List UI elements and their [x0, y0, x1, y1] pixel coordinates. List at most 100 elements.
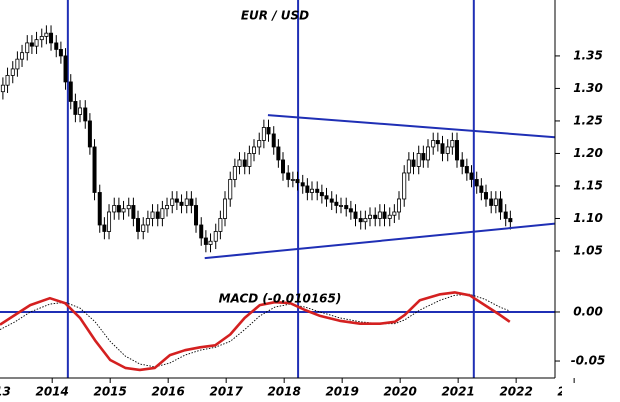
candle-body — [319, 192, 324, 197]
macd-y-tick-label: -0.05 — [571, 354, 606, 368]
candle-body — [402, 172, 407, 200]
x-tick-label: 2017 — [209, 385, 243, 399]
candle-body — [252, 146, 257, 154]
candle-body — [160, 208, 165, 219]
candle-body — [203, 237, 208, 245]
candle-body — [68, 81, 73, 102]
candle-body — [199, 224, 204, 239]
candle-body — [97, 192, 102, 226]
candle-body — [247, 153, 252, 167]
trend-line — [267, 114, 555, 139]
candle-body — [228, 179, 233, 200]
candle-body — [34, 39, 39, 47]
candle-body — [189, 198, 194, 206]
candle-body — [218, 218, 223, 232]
x-tick-label: 2015 — [93, 385, 126, 399]
candle-body — [266, 127, 271, 135]
macd-title: MACD (-0.010165) — [219, 292, 342, 306]
candle-body — [474, 179, 479, 187]
candle-body — [382, 211, 387, 219]
candle-body — [165, 205, 170, 210]
signal-line — [0, 293, 510, 368]
x-tick-label: 2018 — [267, 385, 300, 399]
candle-body — [49, 32, 54, 44]
candle-body — [223, 198, 228, 219]
candle-body — [136, 218, 141, 232]
candle-body — [78, 107, 83, 115]
candle-body — [329, 198, 334, 203]
candle-body — [242, 159, 247, 167]
candle-body — [213, 231, 218, 242]
candle-body — [257, 140, 262, 148]
candle-body — [454, 140, 459, 161]
x-axis-labels: 2013 2014 2015 2016 2017 2018 2019 2020 2021 2022… — [0, 385, 590, 399]
candle-body — [425, 146, 430, 161]
candle-body — [107, 211, 112, 232]
candle-body — [503, 211, 508, 219]
candle-body — [315, 188, 320, 193]
y-tick-label: 1.10 — [573, 211, 603, 225]
candle-body — [324, 195, 329, 200]
candle-body — [469, 172, 474, 180]
candle-body — [290, 179, 295, 181]
x-tick-label: 2013 — [0, 385, 11, 399]
candle-body — [281, 159, 286, 174]
candle-body — [232, 166, 237, 180]
candle-body — [493, 198, 498, 206]
candle-body — [460, 159, 465, 167]
y-tick-label: 1.15 — [573, 178, 603, 192]
candle-body — [116, 205, 121, 213]
candle-body — [58, 49, 63, 57]
y-tick-label: 1.05 — [573, 243, 603, 257]
candle-body — [261, 127, 266, 141]
candle-body — [145, 218, 150, 226]
candle-body — [416, 153, 421, 167]
candle-body — [102, 224, 107, 232]
candle-body — [112, 205, 117, 213]
x-tick-label: 2023 — [557, 385, 590, 399]
x-tick-label: 2020 — [383, 385, 416, 399]
x-tick-label: 2014 — [35, 385, 68, 399]
candle-body — [141, 224, 146, 232]
candle-body — [358, 218, 363, 223]
candle-body — [87, 120, 92, 148]
candle-body — [508, 218, 513, 223]
candle-body — [83, 107, 88, 122]
candle-body — [431, 140, 436, 148]
candle-body — [373, 214, 378, 219]
candle-body — [421, 153, 426, 161]
macd-y-tick-label: 0.00 — [573, 304, 603, 318]
candle-body — [334, 201, 339, 206]
chart-title: EUR / USD — [241, 9, 309, 23]
candle-body — [39, 36, 44, 41]
candle-body — [150, 211, 155, 219]
candle-body — [121, 208, 126, 213]
candle-body — [344, 205, 349, 210]
candle-body — [489, 198, 494, 206]
candle-body — [184, 198, 189, 206]
candle-body — [483, 192, 488, 200]
candle-body — [479, 185, 484, 193]
candle-body — [131, 205, 136, 219]
candle-body — [367, 214, 372, 219]
macd-line — [0, 291, 511, 372]
candle-body — [286, 172, 291, 180]
candle-body — [498, 198, 503, 213]
x-tick-label: 2019 — [325, 385, 358, 399]
candle-body — [179, 201, 184, 206]
candle-body — [194, 205, 199, 226]
x-tick-label: 2016 — [151, 385, 184, 399]
candle-body — [73, 101, 78, 115]
candle-body — [271, 133, 276, 148]
candle-body — [155, 211, 160, 219]
candle-body — [15, 58, 20, 70]
candle-body — [440, 143, 445, 154]
candle-body — [54, 42, 59, 50]
candle-body — [450, 140, 455, 148]
candle-body — [10, 68, 15, 76]
trend-line — [204, 222, 555, 260]
candle-body — [396, 198, 401, 213]
candle-body — [363, 218, 368, 223]
candle-body — [310, 188, 315, 193]
